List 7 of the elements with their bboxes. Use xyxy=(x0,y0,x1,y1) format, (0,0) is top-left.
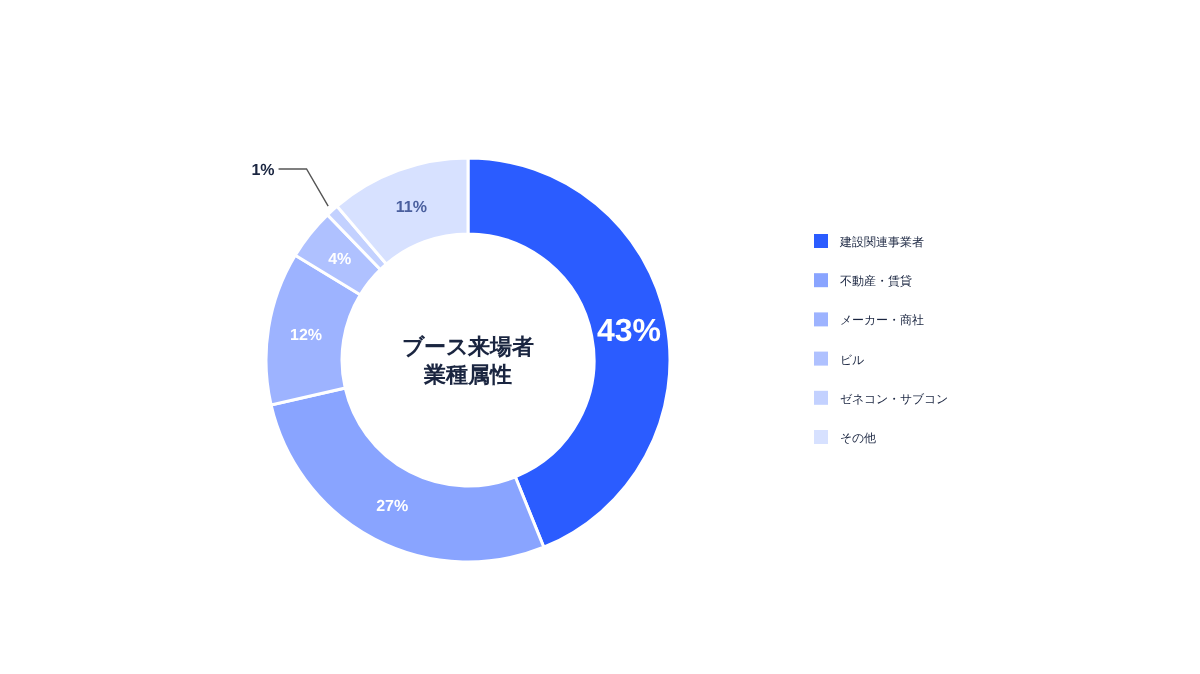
data-label: 27% xyxy=(376,497,409,516)
data-label: 43% xyxy=(596,314,662,349)
data-label: 12% xyxy=(290,325,323,344)
data-label: 1% xyxy=(251,161,275,180)
text: ブース来場者業種属性 xyxy=(402,334,534,388)
data-label: 11% xyxy=(395,198,427,217)
data-label: 4% xyxy=(328,249,352,268)
